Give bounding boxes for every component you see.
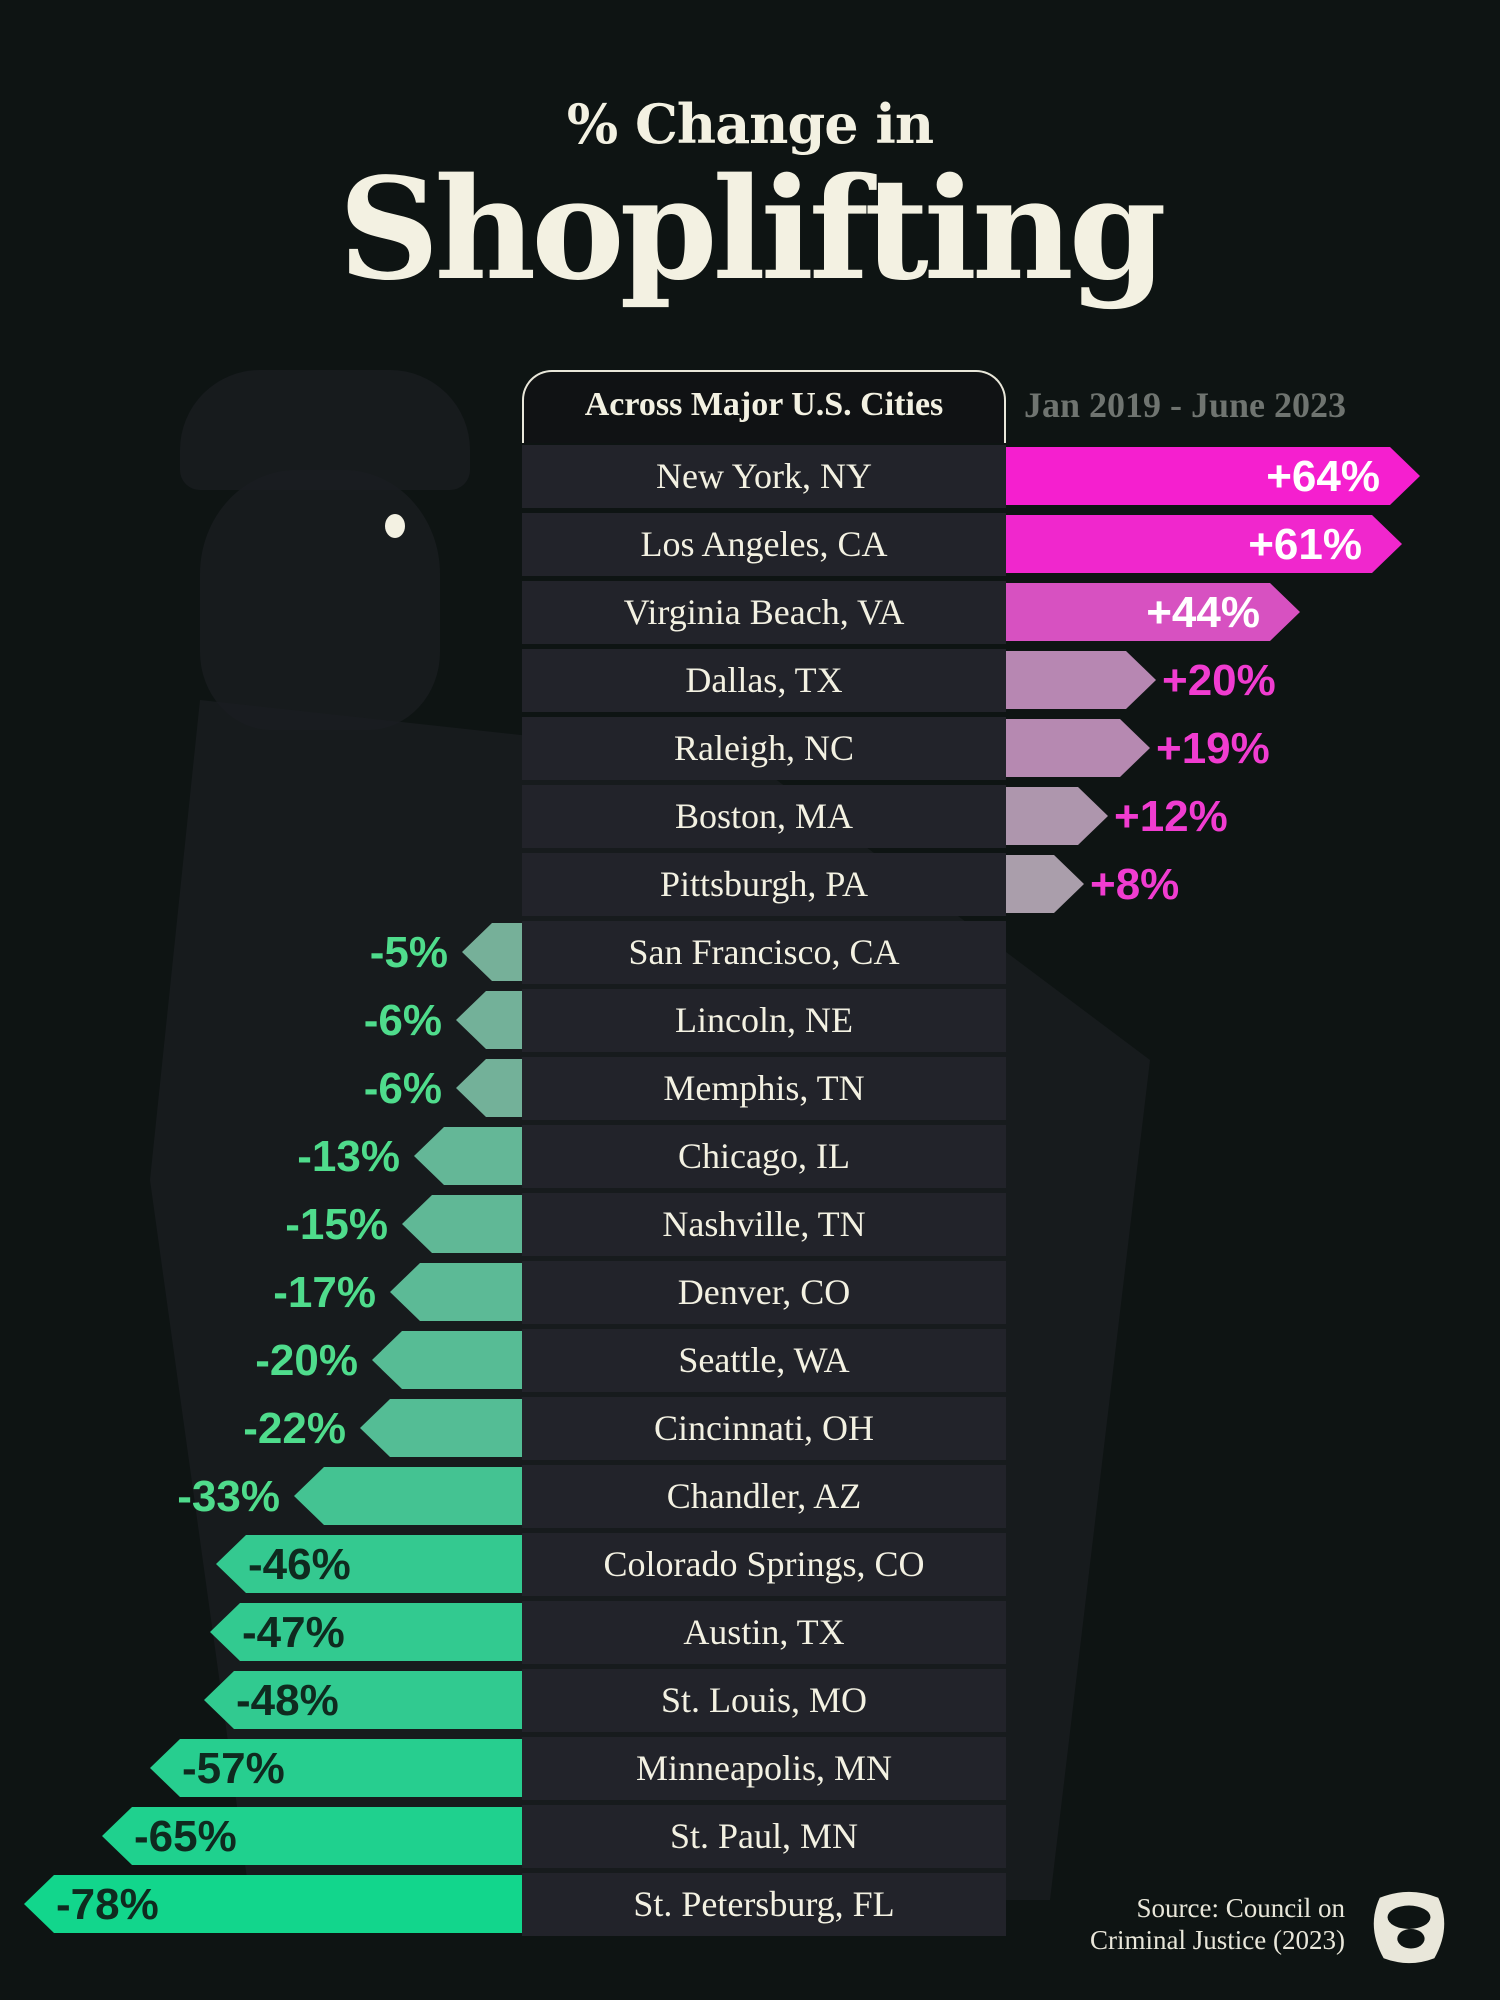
value-label: -20% (255, 1336, 358, 1385)
chart-title-line1: % Change in (566, 92, 934, 156)
value-label: -6% (363, 1064, 442, 1113)
value-label: -46% (248, 1540, 351, 1589)
bar (204, 1671, 522, 1729)
bar (1006, 855, 1084, 913)
bar (1006, 447, 1420, 505)
value-label: -6% (363, 996, 442, 1045)
date-range: Jan 2019 - June 2023 (1024, 385, 1347, 425)
city-label: San Francisco, CA (522, 921, 1006, 984)
city-label: St. Paul, MN (522, 1805, 1006, 1868)
value-label: +20% (1162, 656, 1276, 705)
city-label: Nashville, TN (522, 1193, 1006, 1256)
chart-title-line2: Shoplifting (338, 148, 1166, 312)
value-label: -17% (273, 1268, 376, 1317)
bar (1006, 787, 1108, 845)
city-label: Denver, CO (522, 1261, 1006, 1324)
city-label: Chandler, AZ (522, 1465, 1006, 1528)
bar (210, 1603, 522, 1661)
value-label: +12% (1114, 792, 1228, 841)
bar (372, 1331, 522, 1389)
bar (1006, 651, 1156, 709)
city-label: Minneapolis, MN (522, 1737, 1006, 1800)
source-line2: Criminal Justice (2023) (1090, 1925, 1345, 1955)
value-label: -65% (134, 1812, 237, 1861)
city-label: Chicago, IL (522, 1125, 1006, 1188)
city-label: New York, NY (522, 445, 1006, 508)
bar (294, 1467, 522, 1525)
silhouette-eye (385, 514, 405, 538)
logo-icon (1373, 1891, 1445, 1964)
city-label: Virginia Beach, VA (522, 581, 1006, 644)
city-label: Pittsburgh, PA (522, 853, 1006, 916)
bar (1006, 719, 1150, 777)
city-label: St. Louis, MO (522, 1669, 1006, 1732)
bar (216, 1535, 522, 1593)
city-label: Cincinnati, OH (522, 1397, 1006, 1460)
city-label: Raleigh, NC (522, 717, 1006, 780)
city-label: St. Petersburg, FL (522, 1873, 1006, 1936)
city-label: Boston, MA (522, 785, 1006, 848)
city-label: Los Angeles, CA (522, 513, 1006, 576)
city-label: Colorado Springs, CO (522, 1533, 1006, 1596)
city-label: Lincoln, NE (522, 989, 1006, 1052)
value-label: -5% (369, 928, 448, 977)
source-line1: Source: Council on (1136, 1893, 1345, 1923)
value-label: -33% (177, 1472, 280, 1521)
bar (360, 1399, 522, 1457)
bar (1006, 583, 1300, 641)
value-label: -48% (236, 1676, 339, 1725)
value-label: -22% (243, 1404, 346, 1453)
value-label: -13% (297, 1132, 400, 1181)
value-label: +61% (1248, 520, 1362, 569)
city-label: Dallas, TX (522, 649, 1006, 712)
city-label: Memphis, TN (522, 1057, 1006, 1120)
bar (150, 1739, 522, 1797)
bar (390, 1263, 522, 1321)
value-label: +8% (1090, 860, 1180, 909)
value-label: +64% (1266, 452, 1380, 501)
column-header: Across Major U.S. Cities (522, 370, 1006, 443)
bar (24, 1875, 522, 1933)
bar (1006, 515, 1402, 573)
silhouette-head (200, 470, 440, 730)
city-label: Seattle, WA (522, 1329, 1006, 1392)
value-label: -78% (56, 1880, 159, 1929)
value-label: -57% (182, 1744, 285, 1793)
value-label: +19% (1156, 724, 1270, 773)
value-label: -47% (242, 1608, 345, 1657)
city-label: Austin, TX (522, 1601, 1006, 1664)
value-label: -15% (285, 1200, 388, 1249)
bar (102, 1807, 522, 1865)
source-note: Source: Council on Criminal Justice (202… (1090, 1892, 1345, 1956)
value-label: +44% (1146, 588, 1260, 637)
